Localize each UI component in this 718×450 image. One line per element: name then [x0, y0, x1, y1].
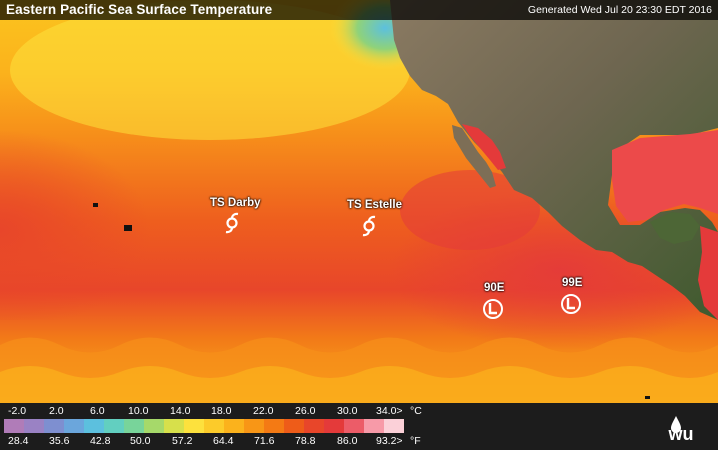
- color-scale-swatch: [244, 419, 264, 433]
- fahrenheit-unit: °F: [410, 435, 421, 447]
- celsius-tick: -2.0: [8, 405, 27, 417]
- tropical-storm-icon[interactable]: [358, 215, 380, 237]
- fahrenheit-tick: 50.0: [130, 435, 151, 447]
- fahrenheit-tick: 64.4: [213, 435, 234, 447]
- map-title: Eastern Pacific Sea Surface Temperature: [6, 2, 273, 17]
- celsius-unit: °C: [410, 405, 422, 417]
- low-pressure-icon[interactable]: [482, 298, 504, 320]
- color-scale-swatch: [384, 419, 404, 433]
- color-scale-swatch: [24, 419, 44, 433]
- celsius-tick: 34.0>: [376, 405, 403, 417]
- storm-label-90e: 90E: [484, 282, 505, 294]
- color-scale-swatch: [264, 419, 284, 433]
- fahrenheit-tick-row: 28.4 35.6 42.8 50.0 57.2 64.4 71.6 78.8 …: [0, 435, 718, 449]
- fahrenheit-tick: 93.2>: [376, 435, 403, 447]
- fahrenheit-tick: 71.6: [254, 435, 275, 447]
- color-scale-swatch: [304, 419, 324, 433]
- generated-timestamp: Generated Wed Jul 20 23:30 EDT 2016: [527, 4, 712, 16]
- color-scale-swatch: [124, 419, 144, 433]
- color-scale-swatch: [184, 419, 204, 433]
- sst-map: [0, 0, 718, 403]
- color-scale-swatch: [324, 419, 344, 433]
- celsius-tick: 30.0: [337, 405, 358, 417]
- celsius-tick-row: -2.0 2.0 6.0 10.0 14.0 18.0 22.0 26.0 30…: [0, 405, 718, 419]
- fahrenheit-tick: 57.2: [172, 435, 193, 447]
- color-scale-swatch: [364, 419, 384, 433]
- color-scale-swatch: [144, 419, 164, 433]
- storm-label-estelle: TS Estelle: [347, 199, 402, 211]
- celsius-tick: 22.0: [253, 405, 274, 417]
- fahrenheit-tick: 28.4: [8, 435, 29, 447]
- color-scale-swatch: [344, 419, 364, 433]
- celsius-tick: 14.0: [170, 405, 191, 417]
- fahrenheit-tick: 86.0: [337, 435, 358, 447]
- temperature-legend: -2.0 2.0 6.0 10.0 14.0 18.0 22.0 26.0 30…: [0, 403, 718, 450]
- color-scale-bar: [4, 419, 404, 433]
- storm-label-99e: 99E: [562, 277, 583, 289]
- low-pressure-icon[interactable]: [560, 293, 582, 315]
- storm-label-darby: TS Darby: [210, 197, 261, 209]
- wunderground-logo-icon[interactable]: wu: [658, 414, 704, 444]
- color-scale-swatch: [204, 419, 224, 433]
- logo-text: wu: [668, 424, 694, 444]
- fahrenheit-tick: 78.8: [295, 435, 316, 447]
- celsius-tick: 2.0: [49, 405, 64, 417]
- celsius-tick: 10.0: [128, 405, 149, 417]
- title-bar: Eastern Pacific Sea Surface Temperature …: [0, 0, 718, 20]
- celsius-tick: 18.0: [211, 405, 232, 417]
- color-scale-swatch: [64, 419, 84, 433]
- fahrenheit-tick: 35.6: [49, 435, 70, 447]
- color-scale-swatch: [224, 419, 244, 433]
- celsius-tick: 26.0: [295, 405, 316, 417]
- celsius-tick: 6.0: [90, 405, 105, 417]
- color-scale-swatch: [84, 419, 104, 433]
- color-scale-swatch: [104, 419, 124, 433]
- tropical-storm-icon[interactable]: [221, 212, 243, 234]
- color-scale-swatch: [284, 419, 304, 433]
- color-scale-swatch: [4, 419, 24, 433]
- color-scale-swatch: [44, 419, 64, 433]
- color-scale-swatch: [164, 419, 184, 433]
- fahrenheit-tick: 42.8: [90, 435, 111, 447]
